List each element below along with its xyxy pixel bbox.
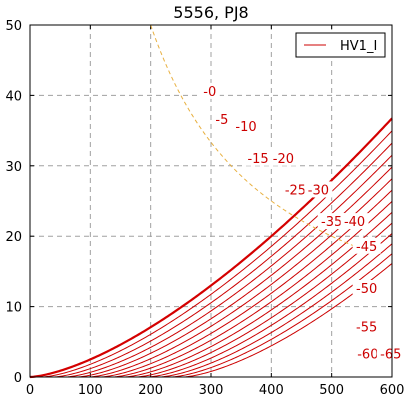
curve-label-neg10: -10 <box>235 120 256 135</box>
curve-label-bg-neg25 <box>281 181 310 198</box>
curve-label-neg15: -15 <box>247 152 268 167</box>
x-tick-label-400: 400 <box>259 383 284 398</box>
curve-label-bg-neg5 <box>211 111 232 128</box>
curve-label-bg-neg65 <box>376 345 405 362</box>
curve-labels: -0 -5 -10 -15 -20 -25 -30 -35 -40 -45 -50 -55 -60 -65 <box>199 82 405 362</box>
legend-entry-hv1-i: HV1_I <box>340 39 377 54</box>
curve-label-neg55: -55 <box>356 321 377 336</box>
curve-label-bg-neg40 <box>340 213 369 230</box>
curve-label-bg-neg45 <box>352 237 381 254</box>
curve-label-bg-neg0 <box>199 82 220 99</box>
axis-tick-labels: 0 100 200 300 400 500 600 0 10 20 30 40 50 <box>5 19 404 398</box>
curve-label-bg-neg20 <box>269 149 298 166</box>
curve-label-bg-neg10 <box>231 118 260 135</box>
curve-label-bg-neg30 <box>304 181 333 198</box>
grid-lines <box>30 25 392 377</box>
curve-label-neg30: -30 <box>308 183 329 198</box>
curve-grid-0 <box>29 117 393 379</box>
x-tick-label-500: 500 <box>319 383 344 398</box>
curve-label-bg-neg55 <box>352 318 381 335</box>
x-tick-label-600: 600 <box>380 383 405 398</box>
curve-label-neg40: -40 <box>344 215 365 230</box>
y-tick-label-0: 0 <box>14 371 22 386</box>
chart-title: 5556, PJ8 <box>173 3 248 22</box>
curve-label-bg-neg60 <box>353 345 382 362</box>
curve-label-neg45: -45 <box>356 240 377 255</box>
x-tick-label-0: 0 <box>26 383 34 398</box>
legend: HV1_I <box>295 32 386 58</box>
curve-label-neg35: -35 <box>321 215 342 230</box>
y-tick-label-50: 50 <box>5 19 22 34</box>
curve-label-neg5: -5 <box>215 113 228 128</box>
y-tick-label-30: 30 <box>5 160 22 175</box>
curve-label-neg65: -65 <box>380 347 401 362</box>
y-tick-label-10: 10 <box>5 301 22 316</box>
curve-label-bg-neg15 <box>244 149 273 166</box>
x-tick-label-100: 100 <box>78 383 103 398</box>
y-tick-label-20: 20 <box>5 230 22 245</box>
plot-frame <box>29 24 393 378</box>
curve-label-neg25: -25 <box>285 183 306 198</box>
curve-series <box>29 117 393 379</box>
x-tick-label-200: 200 <box>138 383 163 398</box>
curve-label-neg20: -20 <box>273 152 294 167</box>
curve-label-neg0: -0 <box>203 85 216 100</box>
curve-label-neg60: -60 <box>357 347 378 362</box>
y-tick-label-40: 40 <box>5 89 22 104</box>
curve-label-bg-neg50 <box>352 280 381 296</box>
x-tick-label-300: 300 <box>199 383 224 398</box>
curve-grid-neg10 <box>30 142 393 378</box>
curve-label-bg-neg35 <box>317 213 346 230</box>
curve-label-neg50: -50 <box>356 282 377 297</box>
